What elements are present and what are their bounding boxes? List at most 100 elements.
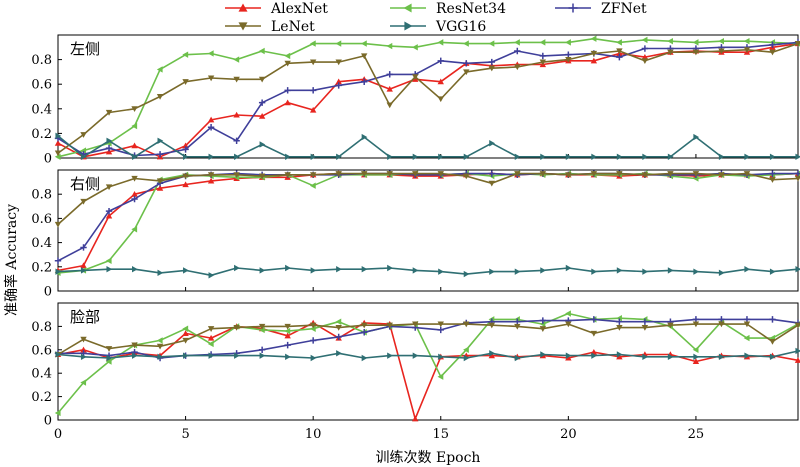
data-point <box>514 64 521 71</box>
data-point <box>309 337 317 344</box>
data-point <box>437 326 444 334</box>
data-point <box>234 264 240 272</box>
data-point <box>131 266 138 273</box>
data-point <box>207 75 215 82</box>
data-point <box>488 58 495 66</box>
data-point <box>284 332 291 339</box>
data-point <box>259 352 266 359</box>
data-point <box>463 69 470 76</box>
data-point <box>335 78 342 85</box>
data-point <box>309 172 317 179</box>
data-point <box>769 49 776 56</box>
series-lenet <box>54 321 800 358</box>
data-point <box>769 170 776 177</box>
data-point <box>131 226 138 233</box>
data-point <box>285 264 291 272</box>
data-point <box>514 354 521 362</box>
y-tick-label: 0.6 <box>31 78 52 93</box>
data-point <box>641 325 649 331</box>
data-point <box>743 321 751 328</box>
data-point <box>258 173 266 180</box>
data-point <box>105 109 113 116</box>
data-point <box>207 124 215 131</box>
data-point <box>233 56 240 63</box>
data-point <box>386 42 393 50</box>
data-point <box>105 148 113 155</box>
data-point <box>259 141 266 148</box>
x-tick: 20 <box>560 416 577 442</box>
y-tick: 0.4 <box>31 102 62 117</box>
data-point <box>514 47 521 55</box>
data-point <box>642 268 649 275</box>
data-point <box>412 267 419 274</box>
data-point <box>106 266 113 273</box>
data-point <box>258 112 266 119</box>
panel-frame <box>57 169 799 292</box>
data-point <box>795 347 800 355</box>
data-point <box>386 322 393 329</box>
data-point <box>336 266 342 273</box>
data-point <box>591 352 598 359</box>
data-point <box>590 35 597 42</box>
y-tick: 0.6 <box>31 343 62 358</box>
data-point <box>437 321 444 328</box>
data-point <box>182 330 189 336</box>
data-point <box>310 153 317 160</box>
data-point <box>55 351 62 358</box>
data-point <box>795 266 800 273</box>
data-point <box>488 40 495 47</box>
data-point <box>539 326 547 332</box>
data-point <box>80 132 87 138</box>
data-point <box>335 40 342 47</box>
data-point <box>488 65 495 72</box>
data-point <box>208 272 215 279</box>
data-point <box>80 379 87 386</box>
legend-label: VGG16 <box>435 19 486 35</box>
data-point <box>361 78 368 85</box>
x-axis-label: 训练次数 Epoch <box>376 450 481 466</box>
data-point <box>565 51 572 58</box>
data-point <box>514 39 520 46</box>
data-point <box>539 59 547 66</box>
data-point <box>463 173 470 180</box>
data-point <box>156 343 164 350</box>
data-point <box>54 140 62 146</box>
data-point <box>131 175 138 182</box>
data-point <box>285 153 291 160</box>
data-point <box>642 353 649 361</box>
data-point <box>207 116 215 123</box>
legend-marker <box>238 3 248 12</box>
data-point <box>80 153 87 160</box>
data-point <box>233 325 240 331</box>
legend-label: ResNet34 <box>436 1 506 17</box>
series-line <box>57 42 799 158</box>
data-point <box>309 182 316 189</box>
data-point <box>437 171 444 177</box>
data-point <box>463 60 470 67</box>
data-point <box>361 354 368 362</box>
data-point <box>514 268 521 275</box>
data-point <box>105 184 113 191</box>
data-point <box>769 177 776 183</box>
data-point <box>692 321 700 328</box>
data-point <box>743 171 751 177</box>
legend-item-resnet34: ResNet34 <box>390 1 506 17</box>
data-point <box>743 47 751 53</box>
data-point <box>591 153 598 160</box>
data-point <box>463 321 470 328</box>
chart-panels: 0 0.2 0.4 0.6 0.8 左侧 0 0.2 0.4 0.6 0.8 右侧 0 0.2 0.4 0.6… <box>31 34 800 442</box>
y-tick-label: 0.4 <box>31 102 52 117</box>
data-point <box>463 346 469 353</box>
chart-legend: AlexNet ResNet34 ZFNet LeNet VGG16 <box>225 1 647 35</box>
x-tick-label: 5 <box>181 427 189 442</box>
data-point <box>156 337 163 344</box>
data-point <box>207 340 214 348</box>
y-tick: 0.4 <box>31 367 62 382</box>
data-point <box>794 322 800 329</box>
data-point <box>182 337 189 344</box>
data-point <box>540 267 547 274</box>
data-point <box>157 269 164 277</box>
y-tick-label: 0.2 <box>31 390 52 405</box>
data-point <box>794 357 800 363</box>
series-resnet34 <box>54 35 800 160</box>
